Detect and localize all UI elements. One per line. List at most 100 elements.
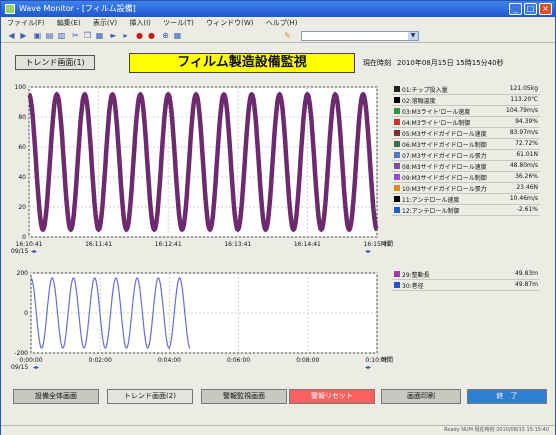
back-icon[interactable]: ◀ (8, 31, 15, 40)
legend-value: 49.87m (514, 281, 538, 288)
legend-swatch (394, 174, 400, 180)
legend-swatch (394, 97, 400, 103)
legend-label: 10:M3サイドガイドロール張力 (402, 186, 487, 193)
play-icon[interactable]: ► (110, 31, 117, 40)
maximize-button[interactable]: □ (524, 3, 537, 15)
x-tick-label: 16:13:41 (224, 241, 251, 248)
legend-item[interactable]: 30:巻径 49.87m (392, 280, 540, 291)
x-date-label: 09/15 (11, 364, 28, 371)
x-tick-label: 0:02:00 (89, 357, 112, 364)
tool-icon[interactable]: ✎ (284, 31, 291, 40)
menu-edit[interactable]: 編集(E) (56, 19, 81, 27)
grid-icon[interactable]: ▦ (173, 31, 182, 40)
save-icon[interactable]: ▤ (45, 31, 54, 40)
y-tick-label: 60 (18, 144, 26, 151)
legend-item[interactable]: 04:M3ライト'ロール制御 94.39% (392, 117, 540, 128)
legend-item[interactable]: 12:アンテロール制御 -2.61% (392, 205, 540, 216)
paste-icon[interactable]: ▦ (95, 31, 104, 40)
menu-bar: ファイル(F) 編集(E) 表示(V) 挿入(I) ツール(T) ウィンドウ(W… (1, 17, 555, 29)
legend-value: 94.39% (515, 118, 538, 125)
menu-insert[interactable]: 挿入(I) (129, 19, 151, 27)
legend-swatch (394, 196, 400, 202)
legend-value: 113.20℃ (510, 96, 538, 103)
legend-swatch (394, 185, 400, 191)
legend-item[interactable]: 29:整動長 49.83m (392, 269, 540, 280)
status-bar: Ready NUM 現在時刻 2010/08/15 15:15:40 (1, 425, 555, 435)
x-tick-label: 16:10:41 (16, 241, 43, 248)
legend-value: 61.01N (516, 151, 538, 158)
trend-screen-button[interactable]: トレンド画面(1) (15, 55, 95, 70)
menu-window[interactable]: ウィンドウ(W) (206, 19, 254, 27)
legend-item[interactable]: 09:M3サイドガイドロール制御 36.26% (392, 172, 540, 183)
menu-file[interactable]: ファイル(F) (7, 19, 45, 27)
y-tick-label: 40 (18, 174, 26, 181)
trend-screen-2-button[interactable]: トレンド画面(2) (107, 389, 193, 404)
y-tick-label: -200 (14, 350, 28, 357)
legend-swatch (394, 119, 400, 125)
legend-item[interactable]: 03:M3ライト'ロール速度 104.79m/s (392, 106, 540, 117)
legend-item[interactable]: 10:M3サイドガイドロール張力 23.46N (392, 183, 540, 194)
cut-icon[interactable]: ✂ (72, 31, 79, 40)
legend-label: 01:チップ投入量 (402, 87, 448, 94)
forward-icon[interactable]: ▶ (20, 31, 27, 40)
main-panel: トレンド画面(1) フィルム製造設備監視 現在時刻 2010年08月15日 15… (3, 45, 553, 423)
legend-value: -2.61% (516, 206, 538, 213)
legend-swatch (394, 207, 400, 213)
copy-icon[interactable]: ❐ (83, 31, 92, 40)
chevron-down-icon[interactable]: ▼ (408, 32, 418, 40)
legend-item[interactable]: 05:M3サイドガイドロール速度 83.97m/s (392, 128, 540, 139)
y-tick-label: 80 (18, 114, 26, 121)
menu-tools[interactable]: ツール(T) (163, 19, 194, 27)
address-combo[interactable]: ▼ (301, 31, 419, 41)
legend-swatch (394, 163, 400, 169)
window-title: Wave Monitor - [フィルム設備] (19, 4, 136, 13)
x-tick-label: 0:04:00 (158, 357, 181, 364)
record-icon[interactable]: ● (148, 31, 155, 40)
legend-value: 121.05kg (509, 85, 538, 92)
app-icon (5, 4, 15, 14)
x-axis-label: 時間 (381, 356, 393, 364)
print-icon[interactable]: ▥ (57, 31, 66, 40)
legend-item[interactable]: 02:溶融温度 113.20℃ (392, 95, 540, 106)
zoom-icon[interactable]: ⊕ (162, 31, 169, 40)
legend-swatch (394, 130, 400, 136)
menu-help[interactable]: ヘルプ(H) (265, 19, 298, 27)
x-tick-label: 16:15:41 (364, 241, 391, 248)
series-line (27, 91, 379, 233)
legend-label: 29:整動長 (402, 272, 430, 279)
menu-view[interactable]: 表示(V) (92, 19, 118, 27)
close-button[interactable]: × (539, 3, 552, 15)
current-time-label: 現在時刻 (363, 59, 391, 67)
exit-button[interactable]: 終 了 (467, 389, 547, 404)
step-icon[interactable]: ▸ (123, 31, 128, 40)
legend-item[interactable]: 11:アンテロール速度 10.46m/s (392, 194, 540, 205)
legend-item[interactable]: 07:M3サイドガイドロール張力 61.01N (392, 150, 540, 161)
equipment-overview-button[interactable]: 設備全体画面 (13, 389, 99, 404)
legend-swatch (394, 282, 400, 288)
trend-chart-top[interactable]: 0 20 40 60 80 100 16:10:41 16:11:41 16:12:41 16:1… (9, 81, 393, 265)
legend-value: 10.46m/s (509, 195, 538, 202)
legend-value: 36.26% (515, 173, 538, 180)
legend-bottom: 29:整動長 49.83m 30:巻径 49.87m (392, 269, 540, 291)
legend-item[interactable]: 06:M3サイドガイドロール制御 72.72% (392, 139, 540, 150)
legend-item[interactable]: 01:チップ投入量 121.05kg (392, 84, 540, 95)
legend-item[interactable]: 08:M3サイドガイドロール速度 48.80m/s (392, 161, 540, 172)
legend-swatch (394, 152, 400, 158)
trend-chart-bottom[interactable]: -200 0 200 0:00:00 0:02:00 0:04:00 0:06:00 0:08… (9, 267, 393, 383)
minimize-button[interactable]: _ (509, 3, 522, 15)
x-axis-label: 時間 (381, 240, 393, 248)
scroll-right-icon: ◂▸ (365, 364, 371, 371)
open-icon[interactable]: ▣ (33, 31, 42, 40)
toolbar: ◀ ▶ ▣ ▤ ▥ ✂ ❐ ▦ ► ▸ ● ● ⊕ ▦ ✎ (1, 29, 555, 43)
legend-swatch (394, 141, 400, 147)
alarm-reset-button[interactable]: 警報リセット (289, 389, 375, 404)
legend-top: 01:チップ投入量 121.05kg 02:溶融温度 113.20℃ 03:M3ライト'… (392, 84, 540, 216)
alarm-monitor-button[interactable]: 警報監視画面 (201, 389, 287, 404)
stop-icon[interactable]: ● (136, 31, 143, 40)
legend-value: 48.80m/s (509, 162, 538, 169)
legend-swatch (394, 108, 400, 114)
scroll-left-icon: ◂▸ (33, 364, 39, 371)
legend-label: 07:M3サイドガイドロール張力 (402, 153, 487, 160)
legend-swatch (394, 86, 400, 92)
print-screen-button[interactable]: 画面印刷 (381, 389, 461, 404)
